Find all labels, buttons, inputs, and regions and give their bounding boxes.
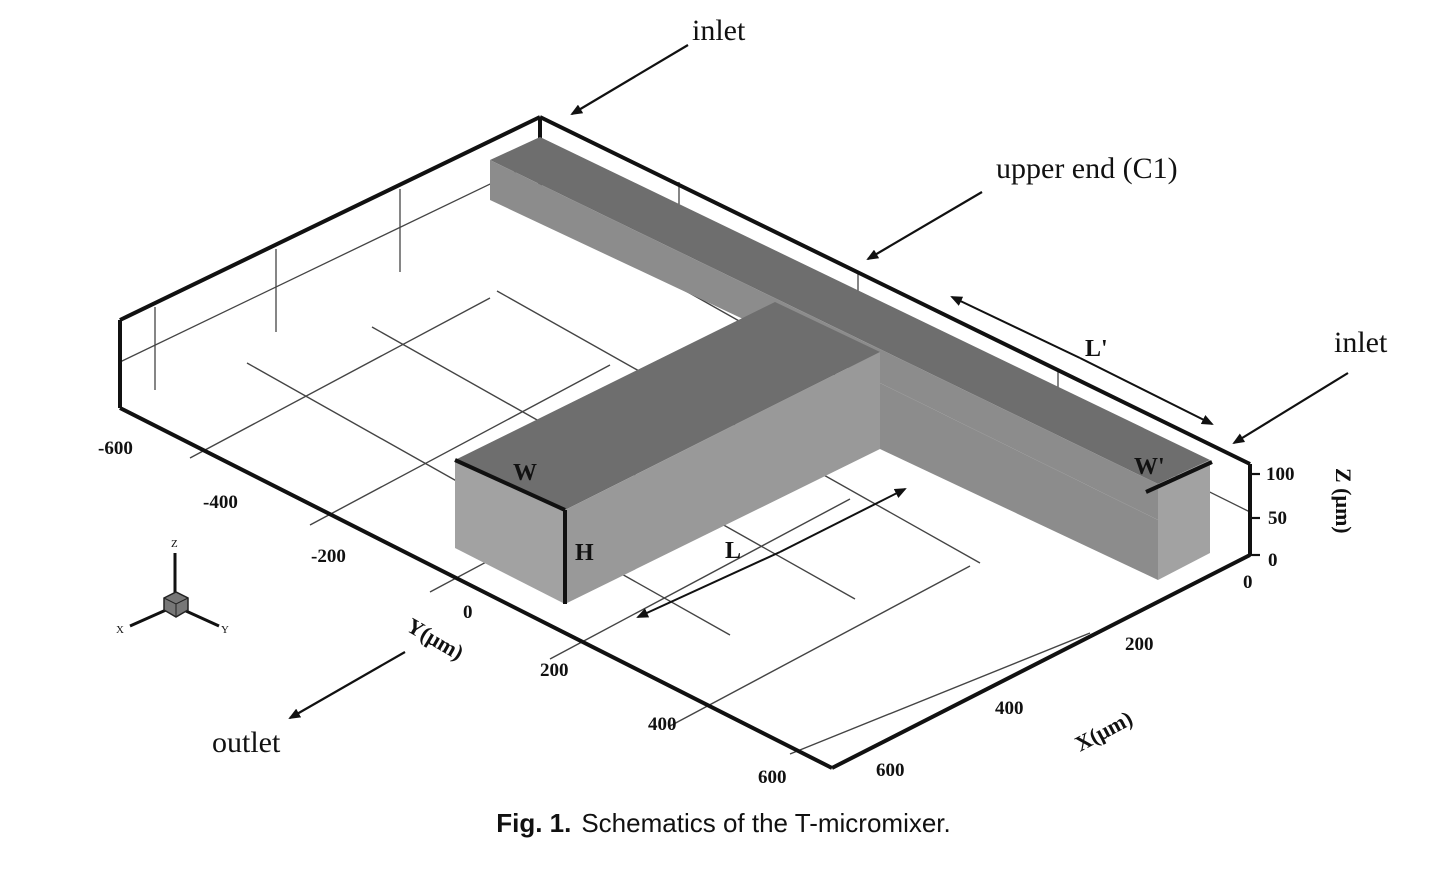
y-tick: 400	[648, 714, 677, 735]
z-axis-ruler	[1248, 464, 1260, 557]
triad-y-label: Y	[221, 624, 229, 636]
y-tick: 200	[540, 660, 569, 681]
x-axis-label: X(μm)	[1071, 706, 1137, 757]
inlet-right-arrow	[1232, 372, 1349, 445]
z-tick: 100	[1266, 464, 1295, 485]
y-tick: -200	[311, 546, 346, 567]
triad-x-label: X	[116, 624, 124, 636]
upper-end-arrow	[866, 191, 983, 261]
outlet-arrow	[288, 651, 406, 719]
figure-caption: Fig. 1. Schematics of the T-micromixer.	[0, 808, 1447, 839]
x-tick: 200	[1125, 634, 1154, 655]
inlet-top-label: inlet	[692, 14, 746, 47]
dim-w-prime-label: W'	[1134, 454, 1165, 480]
dim-l-prime-label: L'	[1085, 336, 1108, 362]
y-tick: 0	[463, 602, 473, 623]
axis-triad: Z X Y	[116, 538, 229, 636]
z-axis-label: Z (μm)	[1331, 468, 1356, 534]
upper-end-label: upper end (C1)	[996, 152, 1178, 185]
z-tick: 50	[1268, 508, 1287, 529]
outlet-branch-side	[565, 352, 880, 604]
inlet-branch-top	[490, 137, 1210, 484]
label-arrows	[288, 44, 1349, 719]
t-channel	[455, 137, 1210, 604]
l-prime-dimension-arrow	[950, 296, 1081, 359]
dim-w-label: W	[513, 460, 537, 486]
inlet-end-face	[1158, 460, 1210, 580]
z-axis-ticks: 100 50 0	[1266, 464, 1295, 571]
inlet-top-arrow	[570, 44, 689, 116]
y-tick: -400	[203, 492, 238, 513]
dimension-arrows	[636, 296, 1214, 618]
l-dimension-arrow	[636, 551, 781, 618]
y-tick: 600	[758, 767, 787, 788]
dim-h-label: H	[575, 540, 594, 566]
x-tick: 400	[995, 698, 1024, 719]
y-axis-ticks: -600 -400 -200 0 200 400 600	[98, 438, 787, 788]
outlet-end-face	[455, 460, 565, 604]
outlet-label: outlet	[212, 726, 281, 759]
triad-z-label: Z	[171, 538, 178, 550]
figure-number: Fig. 1.	[496, 808, 572, 838]
dimension-edges	[454, 458, 1213, 604]
x-axis-ticks: 600 400 200 0	[876, 572, 1253, 781]
y-axis-label: Y(μm)	[403, 613, 469, 665]
z-tick: 0	[1268, 550, 1278, 571]
caption-text: Schematics of the T-micromixer.	[581, 808, 951, 838]
dim-l-label: L	[725, 538, 741, 564]
x-tick: 0	[1243, 572, 1253, 593]
outlet-branch-top	[455, 302, 880, 510]
inlet-branch-lower-front	[880, 383, 1158, 580]
x-tick: 600	[876, 760, 905, 781]
y-tick: -600	[98, 438, 133, 459]
inlet-right-label: inlet	[1334, 326, 1388, 359]
